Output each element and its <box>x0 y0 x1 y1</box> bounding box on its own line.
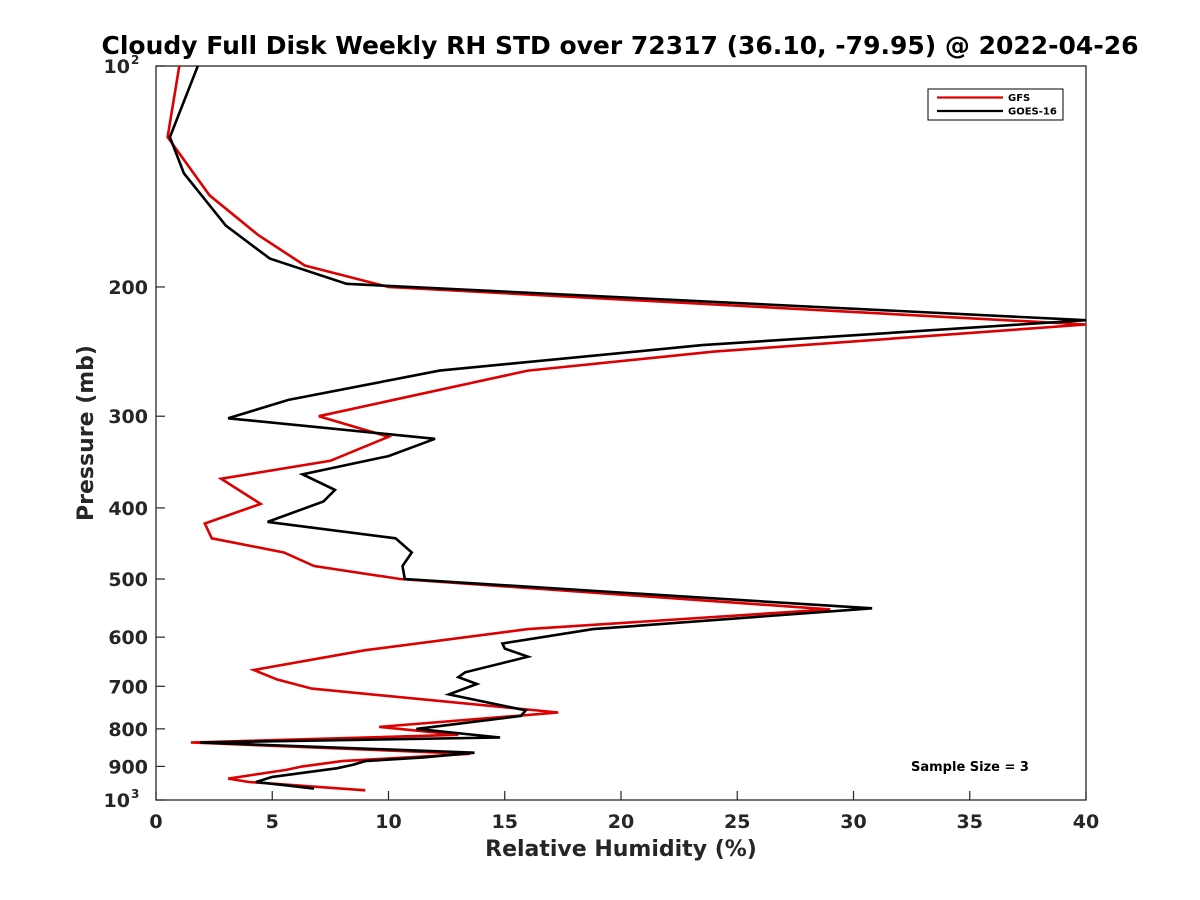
legend-box <box>927 88 1064 121</box>
y-axis-label: Pressure (mb) <box>74 345 99 521</box>
y-tick-label: 500 <box>108 569 148 591</box>
y-tick-label: 800 <box>108 719 148 741</box>
series-layer <box>166 65 1087 792</box>
y-tick-label: 300 <box>108 406 148 428</box>
y-tick-label: 200 <box>108 277 148 299</box>
series-line-goes16 <box>168 65 1087 790</box>
x-tick-label: 20 <box>608 811 634 833</box>
x-tick-label: 15 <box>492 811 518 833</box>
y-tick-label-exponent: 2 <box>131 53 139 67</box>
axes-box <box>155 65 1087 801</box>
y-tick-label: 10 <box>104 790 130 812</box>
x-tick-label: 35 <box>957 811 983 833</box>
plot-area: 0 5 10 15 20 25 30 35 40 10 220030040050060070080… <box>104 53 1100 833</box>
y-tick-label: 600 <box>108 627 148 649</box>
legend: GFS GOES-16 <box>927 88 1064 121</box>
x-tick-label: 10 <box>375 811 401 833</box>
y-tick-label-exponent: 3 <box>131 787 139 801</box>
legend-label-gfs: GFS <box>1008 93 1030 104</box>
y-tick-label: 900 <box>108 756 148 778</box>
x-axis-label: Relative Humidity (%) <box>485 837 757 862</box>
y-tick-label: 10 <box>104 56 130 78</box>
y-tick-label: 700 <box>108 676 148 698</box>
chart-title: Cloudy Full Disk Weekly RH STD over 7231… <box>101 31 1138 60</box>
y-tick-label: 400 <box>108 498 148 520</box>
legend-label-goes16: GOES-16 <box>1008 107 1057 118</box>
x-tick-label: 25 <box>724 811 750 833</box>
sample-size-annotation: Sample Size = 3 <box>911 760 1029 775</box>
x-tick-label: 40 <box>1073 811 1099 833</box>
x-axis-ticks: 0 5 10 15 20 25 30 35 40 <box>149 791 1099 833</box>
x-tick-label: 30 <box>840 811 866 833</box>
x-tick-label: 5 <box>266 811 279 833</box>
x-tick-label: 0 <box>149 811 162 833</box>
